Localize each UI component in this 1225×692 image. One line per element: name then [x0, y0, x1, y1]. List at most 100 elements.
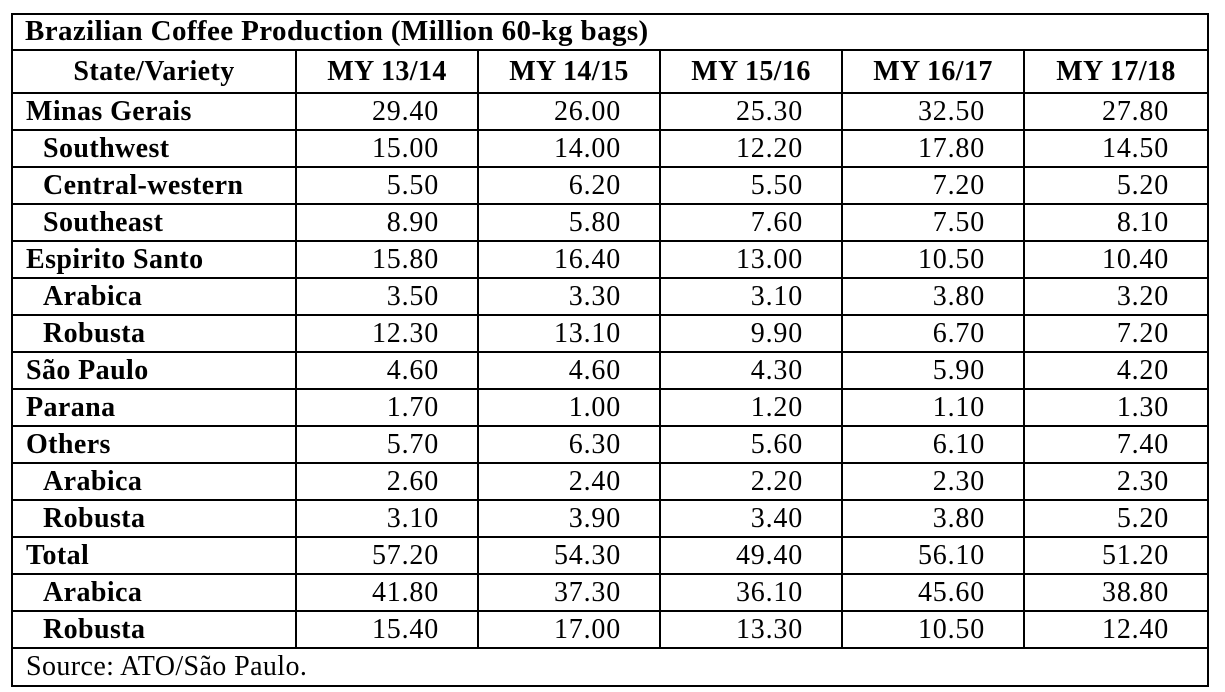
value-cell: 14.50: [1022, 129, 1210, 168]
table-row: Total 57.20 54.30 49.40 56.10 51.20: [11, 536, 1210, 575]
value-cell: 25.30: [659, 92, 843, 131]
row-label: Robusta: [11, 610, 297, 649]
value-cell: 1.70: [295, 388, 479, 427]
row-label: Arabica: [11, 277, 297, 316]
value-cell: 10.40: [1022, 240, 1210, 279]
value-cell: 12.40: [1022, 610, 1210, 649]
table-row: Central-western 5.50 6.20 5.50 7.20 5.20: [11, 166, 1210, 205]
column-header: MY 17/18: [1022, 49, 1210, 94]
value-cell: 5.50: [295, 166, 479, 205]
value-cell: 13.30: [659, 610, 843, 649]
value-cell: 2.30: [841, 462, 1025, 501]
row-label: São Paulo: [11, 351, 297, 390]
value-cell: 13.10: [477, 314, 661, 353]
value-cell: 26.00: [477, 92, 661, 131]
table-row: Minas Gerais 29.40 26.00 25.30 32.50 27.80: [11, 92, 1210, 131]
value-cell: 3.30: [477, 277, 661, 316]
value-cell: 37.30: [477, 573, 661, 612]
table-row: Arabica 3.50 3.30 3.10 3.80 3.20: [11, 277, 1210, 316]
value-cell: 3.90: [477, 499, 661, 538]
value-cell: 54.30: [477, 536, 661, 575]
value-cell: 15.40: [295, 610, 479, 649]
value-cell: 6.30: [477, 425, 661, 464]
row-label: Parana: [11, 388, 297, 427]
value-cell: 32.50: [841, 92, 1025, 131]
value-cell: 5.80: [477, 203, 661, 242]
value-cell: 14.00: [477, 129, 661, 168]
value-cell: 10.50: [841, 240, 1025, 279]
value-cell: 16.40: [477, 240, 661, 279]
value-cell: 4.30: [659, 351, 843, 390]
row-label: Robusta: [11, 499, 297, 538]
table-row: Arabica 2.60 2.40 2.20 2.30 2.30: [11, 462, 1210, 501]
column-header: MY 16/17: [841, 49, 1025, 94]
value-cell: 9.90: [659, 314, 843, 353]
value-cell: 5.20: [1022, 166, 1210, 205]
value-cell: 1.00: [477, 388, 661, 427]
row-label: Espirito Santo: [11, 240, 297, 279]
value-cell: 7.40: [1022, 425, 1210, 464]
value-cell: 6.20: [477, 166, 661, 205]
value-cell: 3.10: [295, 499, 479, 538]
value-cell: 38.80: [1022, 573, 1210, 612]
value-cell: 56.10: [841, 536, 1025, 575]
row-label: Robusta: [11, 314, 297, 353]
value-cell: 5.50: [659, 166, 843, 205]
table-row: Arabica 41.80 37.30 36.10 45.60 38.80: [11, 573, 1210, 612]
row-label: Others: [11, 425, 297, 464]
row-label: Arabica: [11, 573, 297, 612]
value-cell: 4.60: [477, 351, 661, 390]
row-label: Southwest: [11, 129, 297, 168]
column-header-state-variety: State/Variety: [11, 49, 297, 94]
row-label: Arabica: [11, 462, 297, 501]
table-row: Parana 1.70 1.00 1.20 1.10 1.30: [11, 388, 1210, 427]
value-cell: 6.10: [841, 425, 1025, 464]
value-cell: 3.50: [295, 277, 479, 316]
table-row: Espirito Santo 15.80 16.40 13.00 10.50 10.40: [11, 240, 1210, 279]
header-row: State/Variety MY 13/14 MY 14/15 MY 15/16 MY …: [11, 49, 1210, 94]
value-cell: 12.30: [295, 314, 479, 353]
value-cell: 17.00: [477, 610, 661, 649]
value-cell: 1.30: [1022, 388, 1210, 427]
column-header: MY 14/15: [477, 49, 661, 94]
value-cell: 3.20: [1022, 277, 1210, 316]
value-cell: 29.40: [295, 92, 479, 131]
table-row: Robusta 3.10 3.90 3.40 3.80 5.20: [11, 499, 1210, 538]
value-cell: 4.60: [295, 351, 479, 390]
value-cell: 5.90: [841, 351, 1025, 390]
value-cell: 27.80: [1022, 92, 1210, 131]
value-cell: 1.20: [659, 388, 843, 427]
row-label: Central-western: [11, 166, 297, 205]
value-cell: 3.10: [659, 277, 843, 316]
table-row: Southeast 8.90 5.80 7.60 7.50 8.10: [11, 203, 1210, 242]
value-cell: 4.20: [1022, 351, 1210, 390]
source-row: Source: ATO/São Paulo.: [10, 647, 1210, 687]
value-cell: 6.70: [841, 314, 1025, 353]
value-cell: 5.20: [1022, 499, 1210, 538]
value-cell: 41.80: [295, 573, 479, 612]
value-cell: 8.90: [295, 203, 479, 242]
value-cell: 7.50: [841, 203, 1025, 242]
value-cell: 7.20: [1022, 314, 1210, 353]
value-cell: 15.80: [295, 240, 479, 279]
value-cell: 12.20: [659, 129, 843, 168]
value-cell: 1.10: [841, 388, 1025, 427]
value-cell: 7.60: [659, 203, 843, 242]
coffee-production-table: Brazilian Coffee Production (Million 60-…: [10, 13, 1210, 687]
table-row: Robusta 15.40 17.00 13.30 10.50 12.40: [11, 610, 1210, 649]
table-row: Southwest 15.00 14.00 12.20 17.80 14.50: [11, 129, 1210, 168]
value-cell: 5.60: [659, 425, 843, 464]
value-cell: 2.40: [477, 462, 661, 501]
value-cell: 36.10: [659, 573, 843, 612]
value-cell: 8.10: [1022, 203, 1210, 242]
row-label: Total: [11, 536, 297, 575]
table-source: Source: ATO/São Paulo.: [10, 647, 1210, 687]
value-cell: 5.70: [295, 425, 479, 464]
value-cell: 7.20: [841, 166, 1025, 205]
value-cell: 2.30: [1022, 462, 1210, 501]
value-cell: 13.00: [659, 240, 843, 279]
table-row: Robusta 12.30 13.10 9.90 6.70 7.20: [11, 314, 1210, 353]
table-row: Others 5.70 6.30 5.60 6.10 7.40: [11, 425, 1210, 464]
value-cell: 15.00: [295, 129, 479, 168]
